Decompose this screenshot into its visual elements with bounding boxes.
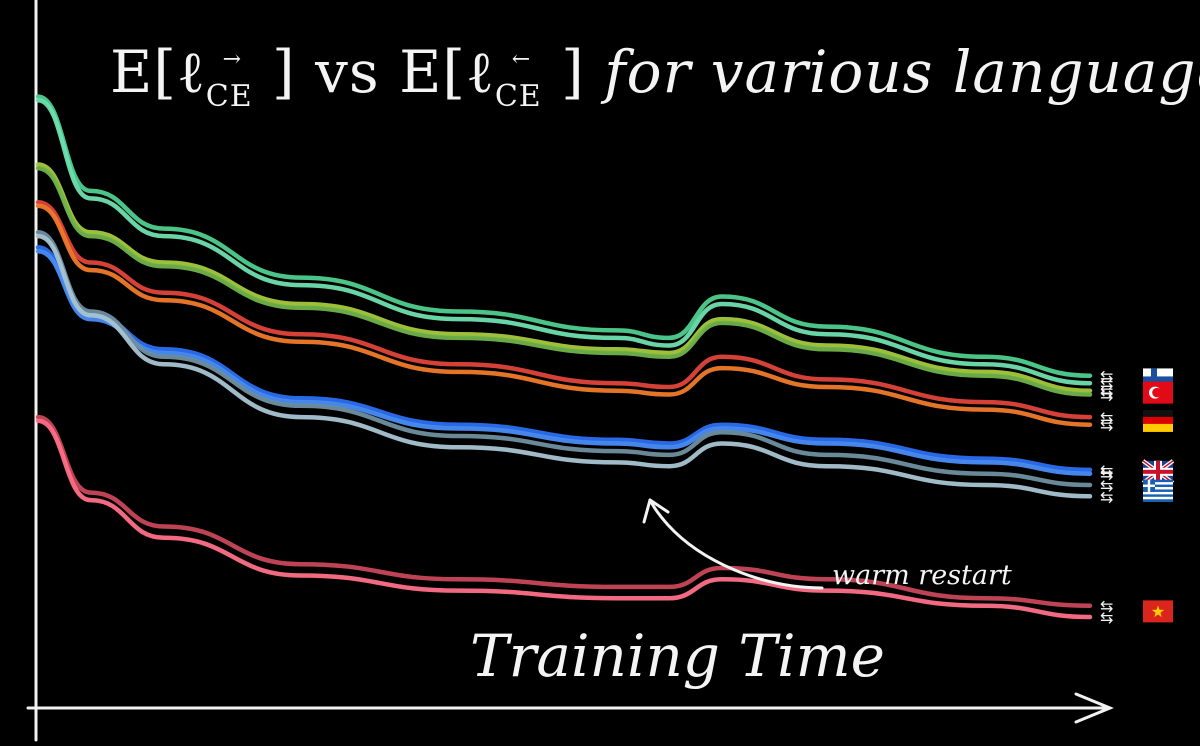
legend-arrow-gr-forward: ⇆ [1100, 476, 1113, 495]
series-line-gb-backward [35, 248, 1093, 476]
legend-arrow-gb-backward: ⇆ [1100, 465, 1113, 484]
series-line-gb-forward [35, 245, 1093, 473]
de-flag-icon [1143, 409, 1173, 432]
series-line-tr-forward [35, 162, 1093, 393]
legend-arrow-gb-forward: ⇆ [1100, 461, 1113, 480]
x-axis-arrowhead [1074, 692, 1114, 724]
warm-restart-arrowhead [642, 498, 670, 524]
series-line-vn-forward [35, 414, 1093, 608]
legend-arrow-de-backward: ⇆ [1100, 416, 1113, 435]
series-line-de-forward [35, 199, 1093, 420]
title-backward-arrow: ← [511, 47, 532, 72]
legend-arrow-gr-backward: ⇆ [1100, 487, 1113, 506]
chart-title: E[ℓCE→] vs E[ℓCE←] for various languages [110, 38, 1200, 114]
legend-arrow-de-forward: ⇆ [1100, 408, 1113, 427]
title-subscript-fwd: CE [205, 79, 253, 114]
legend-arrow-vn-backward: ⇆ [1100, 608, 1113, 627]
vn-flag-icon [1143, 600, 1173, 623]
series-line-fi-forward [35, 94, 1093, 378]
legend-arrow-fi-forward: ⇆ [1100, 367, 1113, 386]
legend-arrow-tr-backward: ⇆ [1100, 386, 1113, 405]
series-line-fi-backward [35, 98, 1093, 386]
warm-restart-annotation: warm restart [832, 560, 1012, 591]
title-suffix: ] [561, 38, 585, 106]
gr-flag-icon [1143, 479, 1173, 502]
title-middle: ] vs E[ℓ [272, 38, 495, 106]
title-tail: for various languages [604, 38, 1200, 106]
title-forward-arrow: → [222, 47, 243, 72]
warm-restart-arrow [648, 498, 824, 590]
series-line-de-backward [35, 203, 1093, 427]
legend-arrow-vn-forward: ⇆ [1100, 597, 1113, 616]
series-line-tr-backward [35, 165, 1093, 397]
series-line-vn-backward [35, 418, 1093, 620]
x-axis-label: Training Time [470, 622, 885, 690]
legend-arrow-fi-backward: ⇆ [1100, 374, 1113, 393]
series-line-gr-backward [35, 233, 1093, 499]
title-subscript-bwd: CE [494, 79, 542, 114]
series-line-gr-forward [35, 230, 1093, 488]
title-prefix: E[ℓ [110, 38, 206, 106]
tr-flag-icon [1143, 381, 1173, 404]
legend-arrow-tr-forward: ⇆ [1100, 382, 1113, 401]
gb-flag-icon [1141, 459, 1175, 485]
